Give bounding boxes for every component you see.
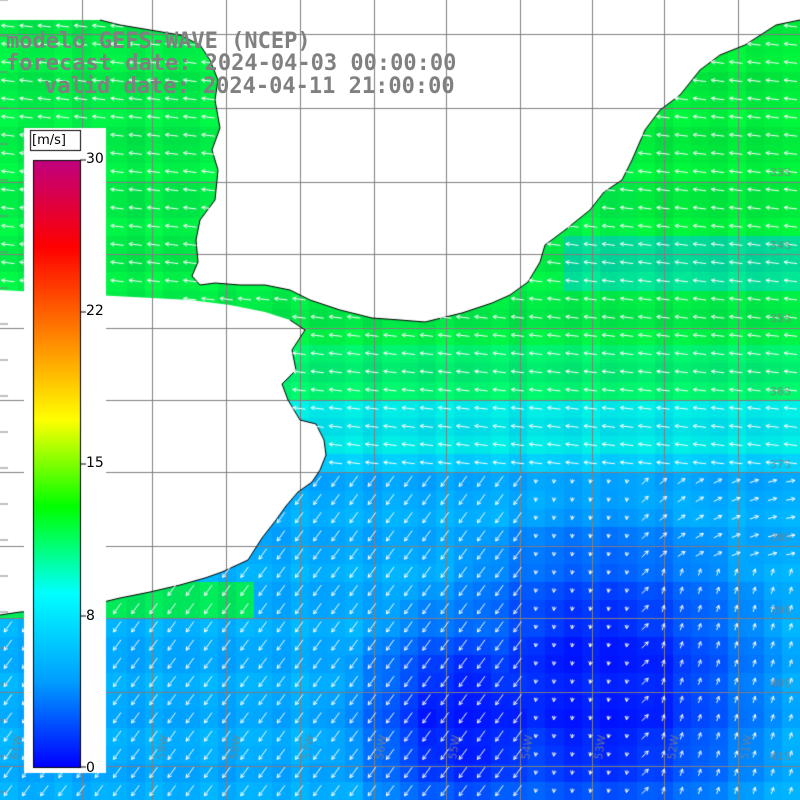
forecast-date: forecast date: 2024-04-03 00:00:00 — [6, 51, 457, 76]
colorbar-unit-label: [m/s] — [32, 133, 66, 148]
colorbar-tick-30: 30 — [86, 151, 104, 167]
valid-date: valid date: 2024-04-11 21:00:00 — [44, 74, 455, 99]
colorbar-tick-15: 15 — [86, 455, 104, 471]
colorbar-tick-0: 0 — [86, 760, 95, 776]
model-title: modelo GEFS-WAVE (NCEP) — [6, 29, 311, 54]
colorbar-tick-8: 8 — [86, 608, 95, 624]
colorbar-tick-22: 22 — [86, 303, 104, 319]
